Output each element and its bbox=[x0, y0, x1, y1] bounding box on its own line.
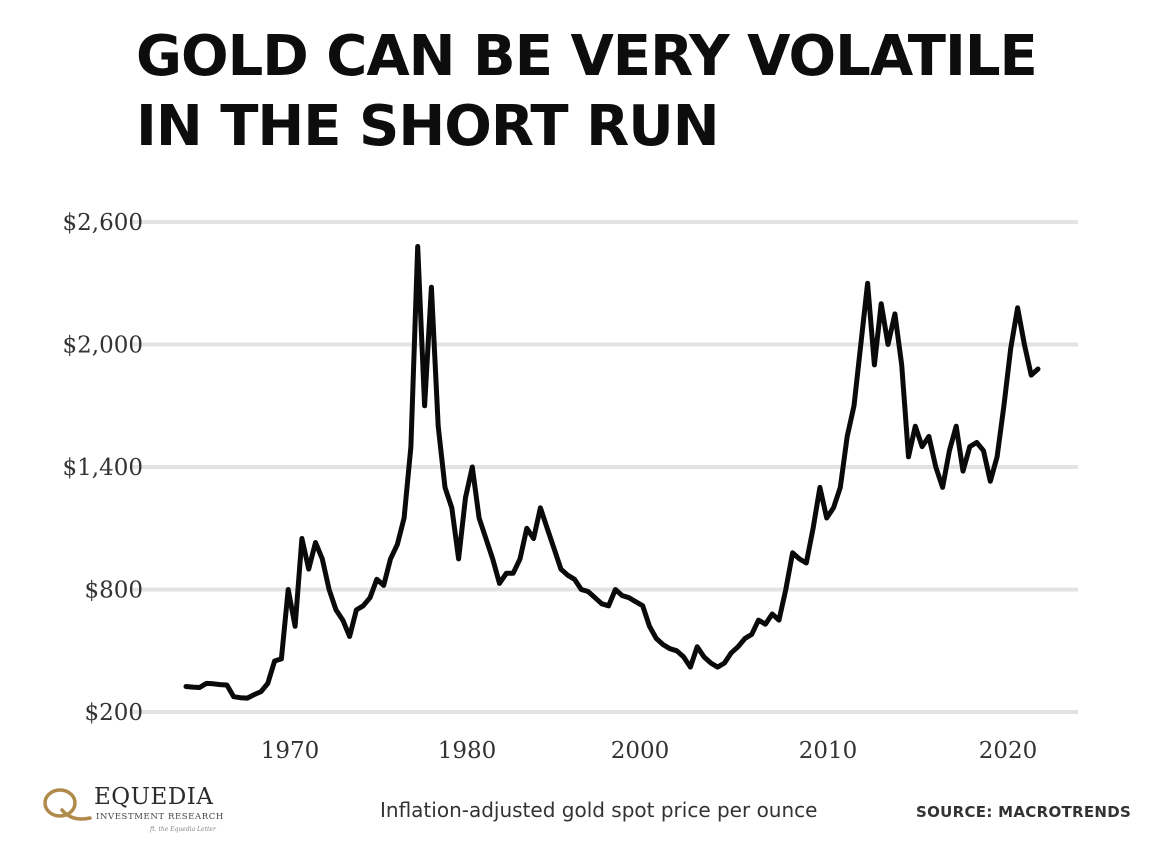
x-tick-label: 1970 bbox=[261, 738, 320, 764]
y-tick-label: $2,000 bbox=[63, 333, 143, 359]
logo-mark-icon bbox=[43, 788, 92, 821]
title-line-2: IN THE SHORT RUN bbox=[136, 94, 720, 159]
logo-name: EQUEDIA bbox=[94, 784, 214, 810]
y-tick-label: $800 bbox=[84, 578, 143, 604]
page-title: GOLD CAN BE VERY VOLATILE IN THE SHORT R… bbox=[136, 22, 1136, 162]
logo-tagline: ft. the Equedia Letter bbox=[150, 826, 216, 833]
x-tick-label: 2020 bbox=[979, 738, 1038, 764]
title-line-1: GOLD CAN BE VERY VOLATILE bbox=[136, 24, 1038, 89]
x-tick-label: 2000 bbox=[611, 738, 670, 764]
grid-lines bbox=[130, 220, 1078, 714]
y-tick-label: $1,400 bbox=[63, 455, 143, 481]
chart-caption: Inflation-adjusted gold spot price per o… bbox=[380, 798, 818, 822]
equedia-logo: EQUEDIA INVESTMENT RESEARCH ft. the Eque… bbox=[38, 782, 238, 838]
x-tick-label: 1980 bbox=[438, 738, 497, 764]
y-tick-label: $200 bbox=[84, 700, 143, 726]
x-tick-label: 2010 bbox=[799, 738, 858, 764]
series-group bbox=[183, 244, 1041, 701]
series-line-gold-price bbox=[183, 244, 1041, 701]
x-axis-ticks: 1970 1980 2000 2010 2020 bbox=[261, 738, 1038, 764]
y-tick-label: $2,600 bbox=[63, 210, 143, 236]
source-credit: SOURCE: MACROTRENDS bbox=[916, 803, 1132, 821]
y-axis-ticks: $200 $800 $1,400 $2,000 $2,600 bbox=[63, 210, 143, 726]
logo-subtitle: INVESTMENT RESEARCH bbox=[96, 812, 224, 822]
